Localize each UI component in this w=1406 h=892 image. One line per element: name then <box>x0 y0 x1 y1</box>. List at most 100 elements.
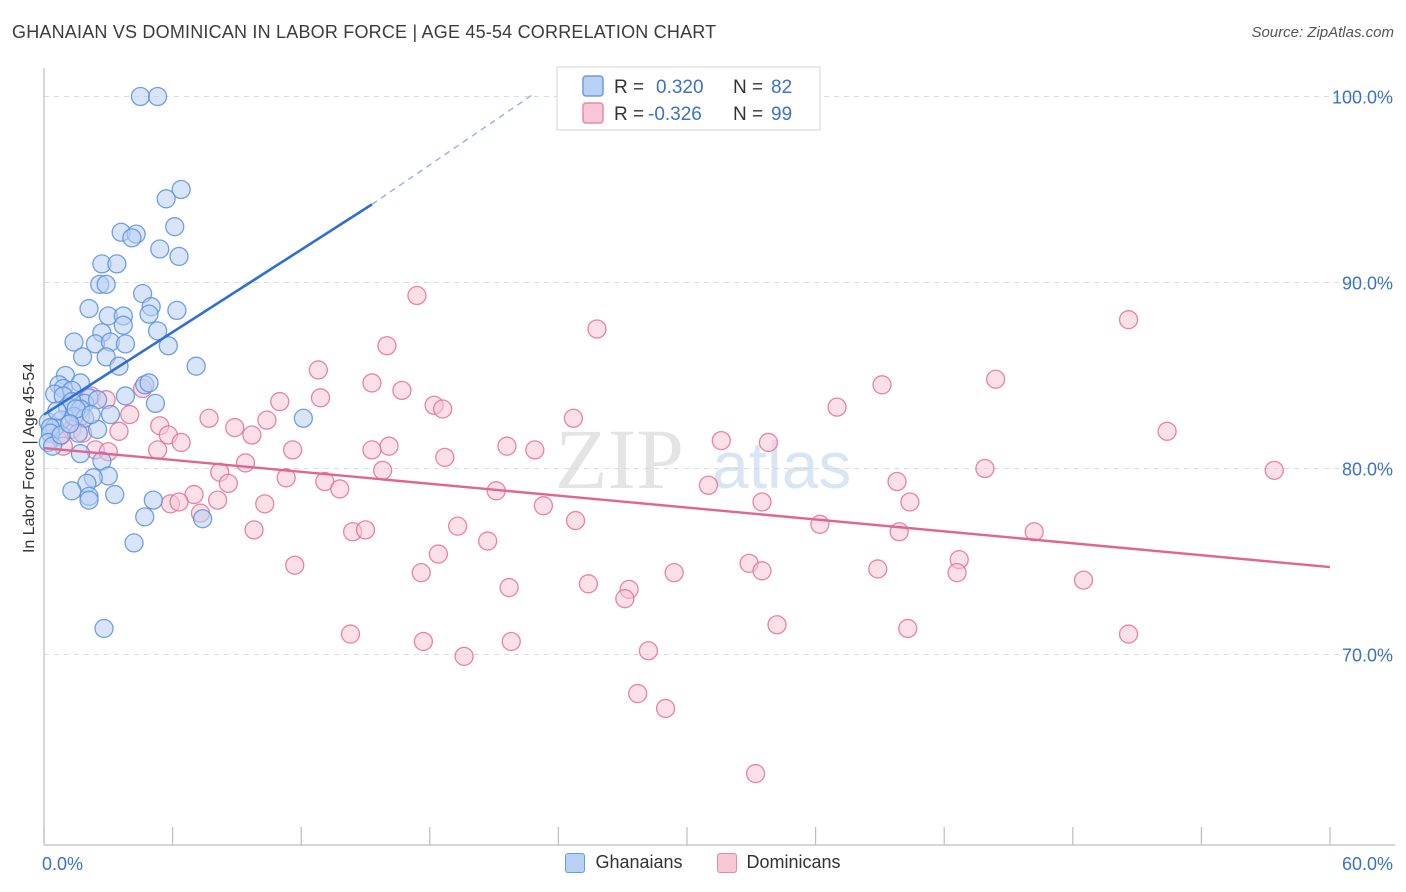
ghanaians-trend-line <box>43 203 373 416</box>
ghanaian-point <box>79 298 99 319</box>
chart-source: Source: ZipAtlas.com <box>1251 24 1394 41</box>
ghanaian-point <box>130 86 151 107</box>
dominican-point <box>270 391 290 412</box>
dominican-point <box>711 430 731 451</box>
y-tick-label: 80.0% <box>1342 460 1393 480</box>
stats-legend-swatch-dominicans <box>582 102 604 124</box>
ghanaian-point <box>186 356 206 376</box>
dominican-point <box>1157 421 1177 441</box>
y-axis-label: In Labor Force | Age 45-54 <box>21 363 38 553</box>
ghanaian-point <box>62 481 82 501</box>
dominican-point <box>501 631 521 652</box>
dominican-point <box>628 683 648 704</box>
dominican-point <box>413 631 434 652</box>
dominican-point <box>109 421 129 441</box>
ghanaian-point <box>70 443 91 464</box>
dominican-point <box>392 380 412 401</box>
dominican-point <box>330 479 350 499</box>
watermark: ZIP atlas <box>555 411 851 507</box>
dominican-point <box>525 440 545 460</box>
dominican-point <box>218 473 238 494</box>
dominicans-points <box>49 285 1284 784</box>
legend-label-dominicans: Dominicans <box>746 852 841 872</box>
ghanaian-point <box>145 393 166 414</box>
dominican-point <box>745 763 766 784</box>
legend-item-ghanaians[interactable]: Ghanaians <box>565 852 683 873</box>
ghanaian-point <box>72 347 93 367</box>
ghanaian-point <box>147 86 168 107</box>
dominican-point <box>308 360 328 380</box>
ghanaian-point <box>81 404 101 425</box>
dominican-point <box>379 436 399 456</box>
dominican-point <box>169 492 189 512</box>
y-tick-label: 70.0% <box>1342 646 1393 666</box>
dominican-point <box>615 589 635 609</box>
ghanaian-point <box>192 509 213 529</box>
trend-lines <box>43 94 1331 569</box>
dominican-point <box>407 285 427 306</box>
dominican-point <box>235 453 256 473</box>
dominican-point <box>242 425 262 445</box>
dominican-point <box>355 520 376 540</box>
ghanaian-point <box>115 334 136 354</box>
dominican-point <box>827 397 847 417</box>
dominican-point <box>985 369 1006 389</box>
ghanaian-point <box>156 189 176 209</box>
dominican-point <box>767 615 787 635</box>
grid-layer <box>44 96 1395 655</box>
dominican-point <box>655 698 676 719</box>
dominican-point <box>257 410 277 430</box>
stats-n-value: 82 <box>771 77 792 98</box>
dominican-point <box>587 319 607 339</box>
ghanaian-point <box>158 336 178 356</box>
dominican-point <box>448 516 468 536</box>
dominican-point <box>377 336 397 356</box>
ghanaian-point <box>165 217 185 237</box>
dominican-point <box>435 447 455 467</box>
dominican-point <box>362 373 382 393</box>
dominican-point <box>664 563 684 583</box>
y-tick-label: 90.0% <box>1342 274 1393 294</box>
dominican-point <box>900 492 920 512</box>
dominican-point <box>478 531 498 551</box>
legend-swatch-dominicans <box>716 852 737 873</box>
dominican-point <box>752 561 772 581</box>
watermark-atlas: atlas <box>712 428 851 502</box>
ghanaian-point <box>107 254 127 274</box>
dominican-point <box>310 388 331 408</box>
dominican-point <box>454 646 474 667</box>
dominican-point <box>752 492 772 512</box>
dominican-point <box>428 544 449 564</box>
dominican-point <box>872 375 892 395</box>
ghanaian-point <box>105 484 125 505</box>
dominican-point <box>499 577 519 598</box>
ghanaian-point <box>293 408 313 428</box>
dominican-point <box>947 563 967 583</box>
ghanaian-point <box>139 373 159 393</box>
legend-label-ghanaians: Ghanaians <box>595 852 683 872</box>
ghanaian-point <box>113 315 133 335</box>
dominican-point <box>285 555 305 575</box>
ghanaians-trend-extension <box>371 94 534 205</box>
dominican-point <box>758 432 779 453</box>
dominican-point <box>975 458 995 479</box>
dominican-point <box>578 574 599 594</box>
dominican-point <box>207 490 228 510</box>
dominican-point <box>497 436 517 456</box>
stats-n-label: N = <box>733 104 763 125</box>
legend-swatch-ghanaians <box>565 852 586 873</box>
ghanaian-point <box>100 404 121 425</box>
ghanaian-point <box>169 246 189 267</box>
legend-item-dominicans[interactable]: Dominicans <box>716 852 841 873</box>
ghanaian-point <box>171 179 191 200</box>
stats-legend: R = 0.320 N = 82 R = -0.326 N = 99 <box>556 66 821 131</box>
stats-r-label: R = <box>614 104 644 125</box>
dominican-point <box>638 641 659 661</box>
ghanaian-point <box>94 618 114 639</box>
dominican-point <box>411 563 431 583</box>
series-legend: Ghanaians Dominicans <box>0 852 1406 873</box>
stats-r-value: 0.320 <box>656 77 704 98</box>
dominican-point <box>698 475 719 495</box>
stats-n-value: 99 <box>771 104 792 125</box>
